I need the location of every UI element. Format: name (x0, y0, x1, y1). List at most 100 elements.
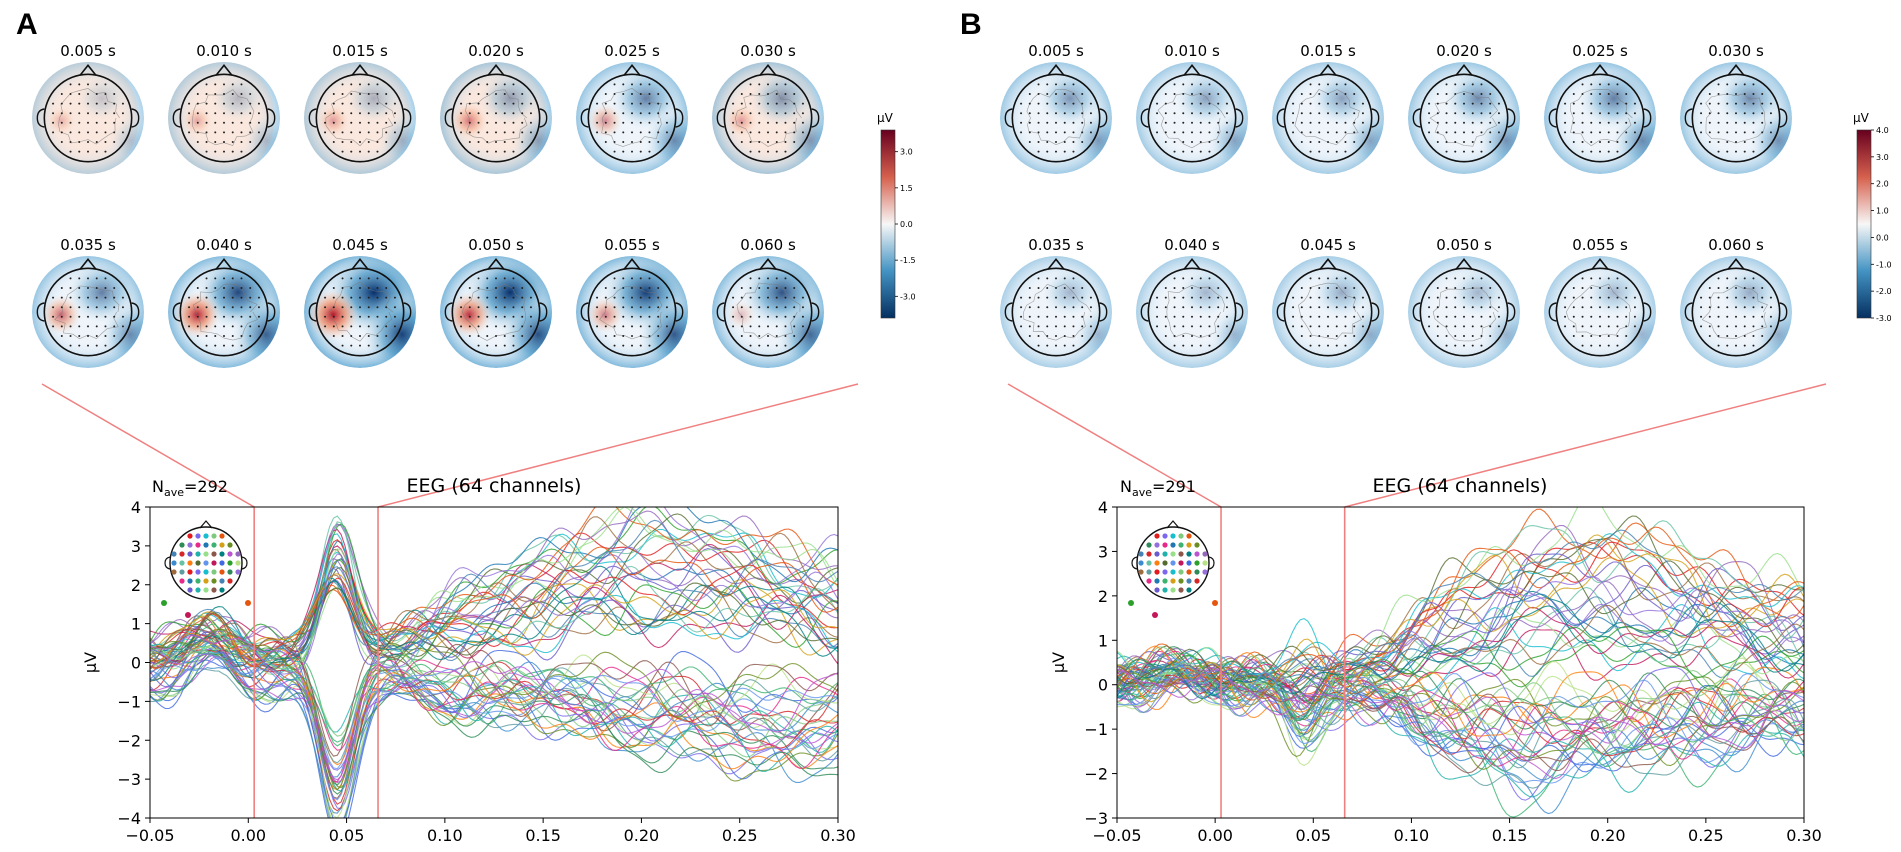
x-tick-label: 0.10 (427, 826, 463, 845)
topomap-2: 0.010 s (1136, 42, 1248, 174)
left-ear-outline (308, 302, 317, 322)
channel-trace (150, 507, 838, 653)
inset-sensor-dot (1162, 578, 1168, 584)
head-outline (1147, 267, 1237, 357)
channel-trace (150, 639, 838, 791)
channel-trace (150, 635, 838, 781)
inset-sensor-dot (1154, 542, 1160, 548)
x-tick-label: 0.25 (1688, 826, 1724, 845)
inset-sensor-dot (203, 551, 209, 557)
inset-sensor-dot (219, 533, 225, 539)
inset-sensor-dot (203, 560, 209, 566)
nose-outline (759, 258, 777, 270)
topomap-time-label: 0.040 s (1164, 236, 1220, 254)
y-tick-label: −4 (117, 809, 141, 828)
topomap-positive-region (41, 295, 81, 335)
x-tick-label: −0.05 (1092, 826, 1141, 845)
inset-sensor-dot (1186, 578, 1192, 584)
head-outline (315, 267, 405, 357)
inset-sensor-dot (227, 578, 233, 584)
nose-outline (79, 64, 97, 76)
inset-sensor-dot (227, 551, 233, 557)
plot-title: EEG (64 channels) (1373, 475, 1548, 497)
right-ear-outline (539, 302, 548, 322)
topomap-time-label: 0.025 s (1572, 42, 1628, 60)
electrode-dots (188, 83, 260, 153)
electrode-dots (1020, 277, 1092, 347)
colorbar-tick-label: -1.0 (1876, 260, 1892, 269)
y-tick-label: 0 (1098, 676, 1108, 695)
inset-head-outline (1136, 526, 1210, 600)
left-ear-outline (1276, 108, 1285, 128)
inset-head-outline (169, 526, 243, 600)
nose-outline (623, 64, 641, 76)
nave-label: Nave=291 (1120, 477, 1196, 499)
y-tick-label: −3 (1084, 809, 1108, 828)
electrode-dots (1428, 277, 1500, 347)
head-outline (1555, 73, 1645, 163)
inset-sensor-dot (219, 560, 225, 566)
topomap-time-label: 0.005 s (60, 42, 116, 60)
topomap-time-label: 0.045 s (332, 236, 388, 254)
topomap-11: 0.055 s (576, 236, 688, 368)
inset-sensor-dot (1146, 560, 1152, 566)
channel-trace (1117, 553, 1804, 710)
x-tick-label: 0.30 (1786, 826, 1822, 845)
inset-sensor-dot (1170, 551, 1176, 557)
inset-sensor-dot (187, 587, 193, 593)
inset-sensor-dot (245, 600, 251, 606)
channel-trace (150, 546, 838, 675)
topomap-negative-region (211, 75, 265, 122)
electrode-dots (52, 83, 124, 153)
channel-trace (1117, 667, 1804, 815)
inset-sensor-dot (1162, 542, 1168, 548)
electrode-dots (1700, 83, 1772, 153)
topomap-12: 0.060 s (712, 236, 824, 368)
x-tick-label: −0.05 (125, 826, 174, 845)
inset-sensor-dot (1162, 569, 1168, 575)
inset-sensor-dot (1178, 578, 1184, 584)
inset-sensor-dot (235, 569, 241, 575)
channel-trace (150, 632, 838, 770)
inset-sensor-dot (1178, 587, 1184, 593)
channel-trace (150, 653, 838, 795)
left-ear-outline (1684, 302, 1693, 322)
left-ear-outline (308, 108, 317, 128)
nose-outline (1591, 64, 1609, 76)
colorbar: µV 4.0 3.0 2.0 1.0 0.0 -1.0 -2.0 -3.0 (1853, 111, 1892, 323)
y-tick-label: 3 (131, 537, 141, 556)
left-ear-outline (1412, 108, 1421, 128)
channel-trace (150, 634, 838, 772)
channel-trace (150, 543, 838, 657)
inset-sensor-dot (187, 569, 193, 575)
channel-trace (150, 628, 838, 757)
channel-trace (1117, 541, 1804, 700)
plot-title: EEG (64 channels) (407, 475, 582, 497)
inset-sensor-dot (1178, 560, 1184, 566)
channel-trace (150, 628, 838, 791)
topomap-8: 0.040 s (1136, 236, 1248, 368)
topomap-12: 0.060 s (1680, 236, 1792, 368)
channel-trace (150, 647, 838, 764)
channel-trace (1117, 654, 1804, 818)
channel-trace (1117, 645, 1804, 739)
topomap-6: 0.030 s (1680, 42, 1792, 174)
right-ear-outline (1507, 108, 1516, 128)
channel-trace (1117, 673, 1804, 772)
channel-trace (150, 633, 838, 743)
y-tick-label: 1 (131, 615, 141, 634)
inset-sensor-dot (1138, 551, 1144, 557)
channel-trace (1117, 671, 1804, 769)
left-ear-outline (1548, 108, 1557, 128)
x-tick-label: 0.15 (1492, 826, 1528, 845)
channel-trace (1117, 654, 1804, 793)
colorbar-tick-label: -1.5 (900, 256, 916, 265)
electrode-dots (52, 277, 124, 347)
colorbar-tick-label: 1.5 (900, 184, 913, 193)
electrode-dots (1156, 277, 1228, 347)
inset-sensor-dot (235, 560, 241, 566)
right-ear-outline (1099, 108, 1108, 128)
x-tick-label: 0.20 (624, 826, 660, 845)
inset-sensor-dot (211, 560, 217, 566)
